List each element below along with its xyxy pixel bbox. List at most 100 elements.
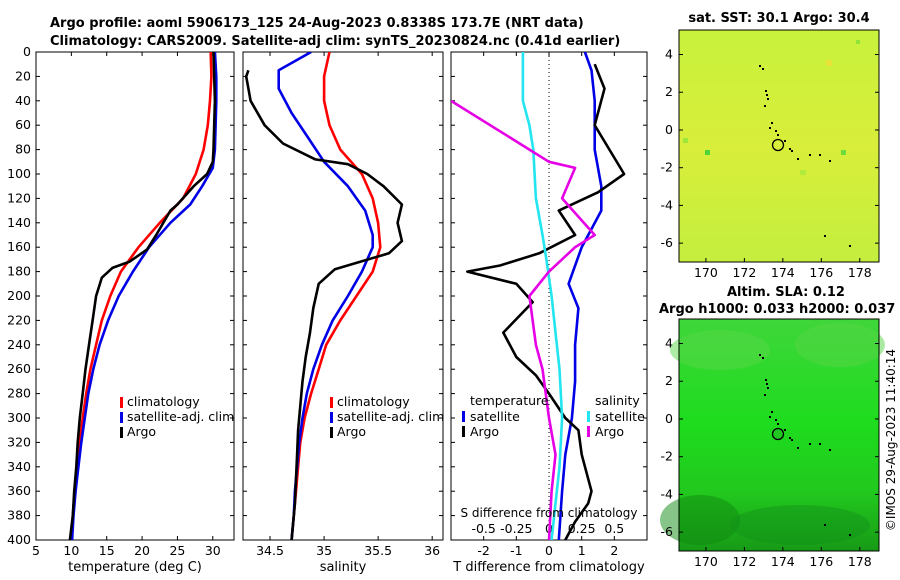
sst-pixel — [683, 138, 688, 143]
depth-tick-label: 140 — [7, 215, 31, 230]
argo-location-marker — [771, 138, 785, 152]
series-line-satellite-adj-clim — [277, 52, 375, 540]
depth-tick-label: 80 — [15, 142, 31, 157]
island — [849, 245, 851, 247]
legend-title-salinity: salinity — [595, 393, 640, 408]
temperature-plot — [68, 52, 218, 540]
lat-tick-label: -2 — [661, 160, 673, 175]
salinity-diff-tick-label: 0.5 — [604, 521, 624, 536]
sla-map-texture — [660, 323, 885, 545]
header-line-1: Argo profile: aoml 5906173_125 24-Aug-20… — [50, 16, 584, 31]
legend-swatch-satellite — [462, 411, 465, 422]
island — [789, 437, 791, 439]
series-line-argo — [244, 69, 404, 540]
island — [849, 534, 851, 536]
temperature-xlabel: temperature (deg C) — [68, 560, 202, 575]
lon-tick-label: 170 — [694, 554, 718, 569]
salinity-xlabel: salinity — [320, 560, 367, 575]
legend-title-temperature: temperature — [470, 393, 549, 408]
lat-tick-label: 2 — [665, 84, 673, 99]
series-line-climatology — [290, 52, 382, 540]
salinity-plot — [244, 52, 404, 540]
lat-tick-label: -4 — [661, 486, 674, 501]
islands — [759, 354, 851, 536]
island — [791, 439, 793, 441]
depth-tick-label: 220 — [7, 312, 31, 327]
x-tick-label: 35 — [316, 543, 332, 558]
header-line-2: Climatology: CARS2009. Satellite-adj cli… — [50, 34, 620, 49]
island — [766, 383, 768, 385]
island — [809, 443, 811, 445]
argo-location-marker — [771, 427, 785, 441]
salinity-axes — [242, 51, 444, 541]
lat-tick-label: -4 — [661, 197, 674, 212]
legend-swatch-argo-salinity — [587, 426, 590, 437]
sst-pixel — [800, 170, 806, 175]
salinity-difference-x-axis: -0.5-0.2500.250.5 — [471, 521, 624, 536]
depth-tick-label: 340 — [7, 459, 31, 474]
depth-tick-label: 100 — [7, 166, 31, 181]
island — [775, 130, 777, 132]
x-tick-label: 0 — [545, 543, 553, 558]
x-tick-label: -2 — [477, 543, 489, 558]
island — [762, 357, 764, 359]
legend-swatch-climatology — [330, 397, 333, 408]
island — [829, 160, 831, 162]
lat-tick-label: 0 — [665, 122, 673, 137]
temperature-difference-legend: temperature satellite Argo — [462, 393, 549, 439]
island — [769, 416, 771, 418]
sst-pixel — [826, 60, 832, 66]
island — [765, 379, 767, 381]
difference-plot — [451, 52, 626, 540]
x-tick-label: 2 — [610, 543, 618, 558]
island — [759, 354, 761, 356]
island — [777, 134, 779, 136]
island — [809, 154, 811, 156]
island — [824, 235, 826, 237]
series-line-argo — [68, 52, 217, 540]
sst-map-title: sat. SST: 30.1 Argo: 30.4 — [688, 11, 869, 26]
lon-tick-label: 170 — [694, 265, 718, 280]
depth-tick-label: 280 — [7, 386, 31, 401]
legend-swatch-climatology — [120, 397, 123, 408]
lat-tick-label: -6 — [661, 235, 674, 250]
sla-map-axes — [678, 318, 880, 552]
depth-tick-label: 400 — [7, 532, 31, 547]
sst-pixel — [856, 40, 860, 44]
lat-tick-label: 4 — [665, 47, 673, 62]
island — [791, 150, 793, 152]
lon-tick-label: 178 — [848, 265, 872, 280]
credit: ©IMOS 29-Aug-2023 11:40:14 — [884, 349, 898, 531]
island — [766, 94, 768, 96]
island — [784, 429, 786, 431]
lat-tick-label: 2 — [665, 373, 673, 388]
legend-swatch-satellite — [120, 412, 123, 423]
island — [769, 127, 771, 129]
sla-patch — [670, 330, 770, 370]
island — [771, 411, 773, 413]
legend-sat-salinity: satellite — [595, 409, 645, 424]
sst-pixel — [841, 150, 846, 155]
island — [767, 98, 769, 100]
legend-satellite: satellite-adj. clim — [127, 409, 234, 424]
island — [819, 154, 821, 156]
sst-map-ticks: 170 172 174 176 178 4 2 0 -2 -4 -6 — [661, 47, 879, 280]
island — [771, 122, 773, 124]
legend-swatch-satellite — [330, 412, 333, 423]
island — [767, 387, 769, 389]
lat-tick-label: 0 — [665, 411, 673, 426]
legend-argo: Argo — [470, 424, 499, 439]
sst-map-speckle — [683, 40, 860, 175]
series-line-temperature-satellite — [557, 52, 603, 540]
legend-satellite: satellite — [470, 409, 520, 424]
depth-tick-label: 240 — [7, 337, 31, 352]
difference-xlabel: T difference from climatology — [452, 560, 645, 575]
lon-tick-label: 178 — [848, 554, 872, 569]
island — [764, 394, 766, 396]
series-line-temperature-argo — [465, 63, 626, 540]
legend-satellite: satellite-adj. clim — [337, 409, 444, 424]
x-tick-label: 10 — [63, 543, 79, 558]
series-line-salinity-argo — [451, 99, 597, 540]
x-tick-label: 35.5 — [364, 543, 392, 558]
lon-tick-label: 172 — [732, 554, 756, 569]
